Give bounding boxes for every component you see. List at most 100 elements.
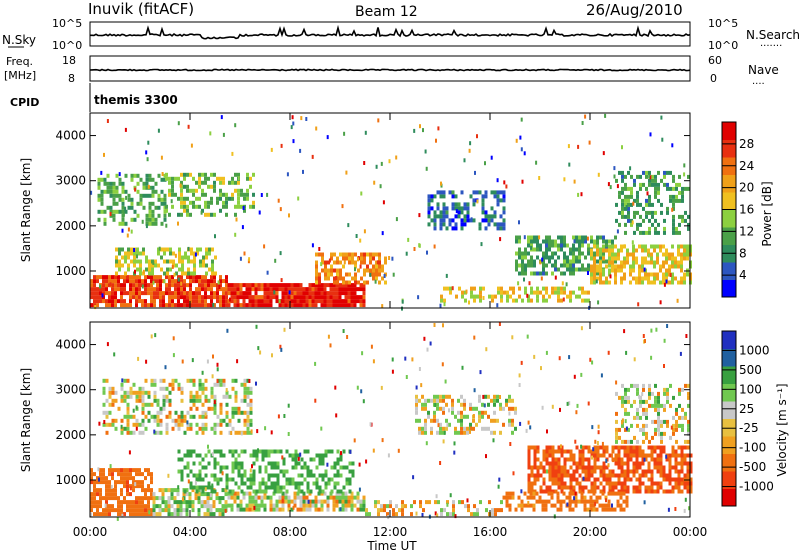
heatmap-cell — [216, 382, 220, 387]
heatmap-cell — [195, 196, 198, 201]
heatmap-cell — [677, 264, 680, 269]
heatmap-cell — [320, 262, 323, 267]
heatmap-cell — [443, 298, 446, 303]
heatmap-cell — [551, 457, 555, 462]
heatmap-cell — [108, 390, 112, 395]
heatmap-cell — [611, 239, 614, 244]
heatmap-cell — [287, 287, 291, 292]
heatmap-cell — [177, 303, 180, 308]
heatmap-cell — [105, 480, 108, 485]
heatmap-cell — [120, 299, 123, 304]
heatmap-cell — [255, 381, 257, 386]
heatmap-cell — [263, 287, 267, 292]
heatmap-cell — [602, 445, 606, 450]
heatmap-cell — [602, 461, 606, 466]
heatmap-cell — [427, 198, 431, 203]
heatmap-cell — [572, 271, 575, 276]
heatmap-cell — [593, 457, 597, 462]
heatmap-cell — [180, 418, 184, 423]
heatmap-cell — [213, 303, 216, 308]
heatmap-cell — [115, 189, 119, 194]
heatmap-cell — [363, 229, 366, 234]
heatmap-cell — [294, 481, 298, 486]
heatmap-cell — [180, 196, 183, 201]
heatmap-cell — [650, 489, 654, 494]
heatmap-cell — [201, 303, 204, 308]
heatmap-cell — [153, 414, 157, 419]
heatmap-cell — [624, 439, 627, 444]
heatmap-cell — [192, 398, 196, 403]
heatmap-cell — [108, 394, 112, 399]
heatmap-cell — [427, 222, 431, 227]
heatmap-cell — [542, 259, 545, 264]
heatmap-cell — [593, 272, 596, 277]
heatmap-cell — [557, 445, 561, 450]
heatmap-cell — [102, 283, 105, 288]
heatmap-cell — [454, 426, 457, 431]
heatmap-cell — [372, 268, 375, 273]
heatmap-cell — [201, 370, 204, 375]
heatmap-cell — [566, 485, 570, 490]
heatmap-cell — [615, 380, 618, 385]
heatmap-cell — [148, 209, 152, 214]
heatmap-cell — [296, 491, 300, 496]
heatmap-cell — [657, 222, 660, 227]
heatmap-cell — [274, 258, 277, 263]
heatmap-cell — [386, 512, 389, 517]
heatmap-cell — [114, 295, 117, 300]
heatmap-cell — [112, 201, 116, 206]
heatmap-cell — [314, 283, 318, 288]
heatmap-cell — [168, 299, 171, 304]
heatmap-cell — [602, 477, 606, 482]
heatmap-cell — [679, 351, 682, 356]
heatmap-cell — [329, 283, 333, 288]
heatmap-cell — [599, 268, 602, 273]
heatmap-cell — [327, 276, 330, 281]
heatmap-cell — [508, 406, 511, 411]
heatmap-cell — [320, 426, 323, 431]
heatmap-cell — [502, 190, 506, 195]
heatmap-cell — [240, 461, 244, 466]
heatmap-cell — [281, 295, 285, 300]
heatmap-cell — [659, 445, 663, 450]
heatmap-cell — [176, 504, 180, 509]
heatmap-cell — [347, 283, 351, 288]
heatmap-cell — [198, 394, 202, 399]
heatmap-cell — [527, 251, 530, 256]
heatmap-cell — [144, 476, 147, 481]
heatmap-cell — [642, 399, 645, 404]
heatmap-cell — [551, 286, 554, 291]
heatmap-cell — [454, 222, 458, 227]
heatmap-cell — [315, 481, 319, 486]
heatmap-cell — [93, 496, 96, 501]
heatmap-cell — [627, 395, 630, 400]
heatmap-cell — [630, 194, 633, 199]
heatmap-cell — [611, 264, 614, 269]
heatmap-cell — [182, 508, 186, 513]
heatmap-cell — [666, 399, 669, 404]
heatmap-cell — [452, 508, 455, 513]
heatmap-cell — [133, 251, 136, 256]
heatmap-cell — [263, 244, 266, 249]
heatmap-cell — [647, 461, 651, 466]
heatmap-cell — [478, 226, 482, 231]
heatmap-cell — [372, 264, 375, 269]
heatmap-cell — [170, 496, 174, 501]
heatmap-cell — [135, 291, 138, 296]
heatmap-cell — [234, 430, 238, 435]
heatmap-cell — [121, 513, 124, 518]
heatmap-cell — [656, 256, 659, 261]
heatmap-cell — [327, 272, 330, 277]
heatmap-cell — [153, 275, 156, 280]
heatmap-cell — [121, 181, 125, 186]
heatmap-cell — [138, 484, 141, 489]
heatmap-cell — [231, 465, 235, 470]
heatmap-cell — [123, 283, 126, 288]
heatmap-cell — [90, 468, 93, 473]
heatmap-cell — [683, 252, 686, 257]
heatmap-cell — [137, 356, 140, 361]
heatmap-cell — [240, 192, 243, 197]
heatmap-cell — [662, 260, 665, 265]
heatmap-cell — [345, 272, 348, 277]
heatmap-cell — [514, 426, 517, 431]
